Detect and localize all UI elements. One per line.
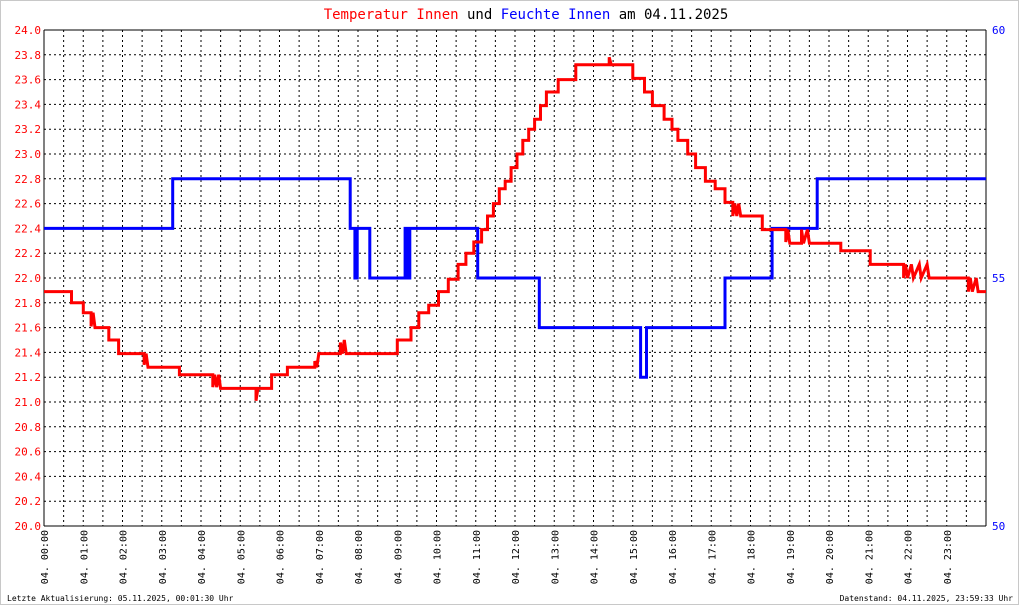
- y-left-tick-label: 23.2: [15, 123, 42, 136]
- axes: [43, 29, 987, 527]
- x-tick-label: 04. 07:00: [315, 530, 326, 584]
- y-left-tick-label: 22.8: [15, 173, 42, 186]
- y-left-tick-label: 23.0: [15, 148, 42, 161]
- y-left-tick-label: 22.4: [15, 222, 42, 235]
- x-tick-label: 04. 16:00: [668, 530, 679, 584]
- x-tick-label: 04. 08:00: [354, 530, 365, 584]
- x-tick-label: 04. 06:00: [276, 530, 287, 584]
- series-line-temperature: [44, 56, 986, 402]
- y-right-tick-label: 60: [992, 24, 1005, 37]
- y-left-tick-label: 22.2: [15, 247, 42, 260]
- title-temperature: Temperatur Innen: [324, 7, 459, 23]
- y-left-tick-label: 21.4: [15, 346, 42, 359]
- chart-title: Temperatur Innen und Feuchte Innen am 04…: [324, 7, 729, 23]
- y-left-tick-label: 24.0: [15, 24, 42, 37]
- title-date: am 04.11.2025: [610, 7, 728, 23]
- x-tick-label: 04. 17:00: [707, 530, 718, 584]
- y-left-tick-label: 20.2: [15, 495, 42, 508]
- x-tick-label: 04. 00:00: [40, 530, 51, 584]
- x-tick-label: 04. 13:00: [550, 530, 561, 584]
- title-connector: und: [459, 7, 501, 23]
- y-left-tick-label: 21.2: [15, 371, 42, 384]
- x-tick-label: 04. 02:00: [119, 530, 130, 584]
- x-tick-label: 04. 23:00: [943, 530, 954, 584]
- y-left-tick-label: 23.8: [15, 49, 42, 62]
- x-tick-label: 04. 10:00: [433, 530, 444, 584]
- x-tick-label: 04. 05:00: [236, 530, 247, 584]
- title-humidity: Feuchte Innen: [501, 7, 611, 23]
- x-tick-label: 04. 09:00: [393, 530, 404, 584]
- y-left-tick-label: 23.4: [15, 98, 42, 111]
- x-tick-label: 04. 12:00: [511, 530, 522, 584]
- x-tick-label: 04. 18:00: [747, 530, 758, 584]
- y-left-tick-label: 23.6: [15, 74, 42, 87]
- series: [44, 56, 986, 402]
- footer-data-status: Datenstand: 04.11.2025, 23:59:33 Uhr: [840, 594, 1014, 603]
- x-tick-label: 04. 22:00: [904, 530, 915, 584]
- y-right-tick-label: 55: [992, 272, 1005, 285]
- y-left-tick-label: 20.8: [15, 421, 42, 434]
- x-tick-label: 04. 14:00: [590, 530, 601, 584]
- y-left-tick-label: 21.0: [15, 396, 42, 409]
- x-tick-label: 04. 01:00: [79, 530, 90, 584]
- y-left-tick-label: 21.6: [15, 322, 42, 335]
- footer-last-update: Letzte Aktualisierung: 05.11.2025, 00:01…: [7, 594, 234, 603]
- y-left-tick-label: 20.6: [15, 446, 42, 459]
- y-left-tick-label: 20.0: [15, 520, 42, 533]
- tick-labels: 20.0 20.2 20.4 20.6 20.8 21.0 21.2 21.4 21.6 21.8…: [15, 24, 1006, 584]
- y-left-tick-label: 20.4: [15, 470, 42, 483]
- y-left-tick-label: 22.0: [15, 272, 42, 285]
- y-right-tick-label: 50: [992, 520, 1005, 533]
- x-tick-label: 04. 19:00: [786, 530, 797, 584]
- y-left-tick-label: 22.6: [15, 198, 42, 211]
- x-tick-label: 04. 03:00: [158, 530, 169, 584]
- x-tick-label: 04. 11:00: [472, 530, 483, 584]
- x-tick-label: 04. 20:00: [825, 530, 836, 584]
- series-line-humidity: [44, 177, 986, 379]
- y-left-tick-label: 21.8: [15, 297, 42, 310]
- x-tick-label: 04. 04:00: [197, 530, 208, 584]
- x-tick-label: 04. 21:00: [864, 530, 875, 584]
- x-tick-label: 04. 15:00: [629, 530, 640, 584]
